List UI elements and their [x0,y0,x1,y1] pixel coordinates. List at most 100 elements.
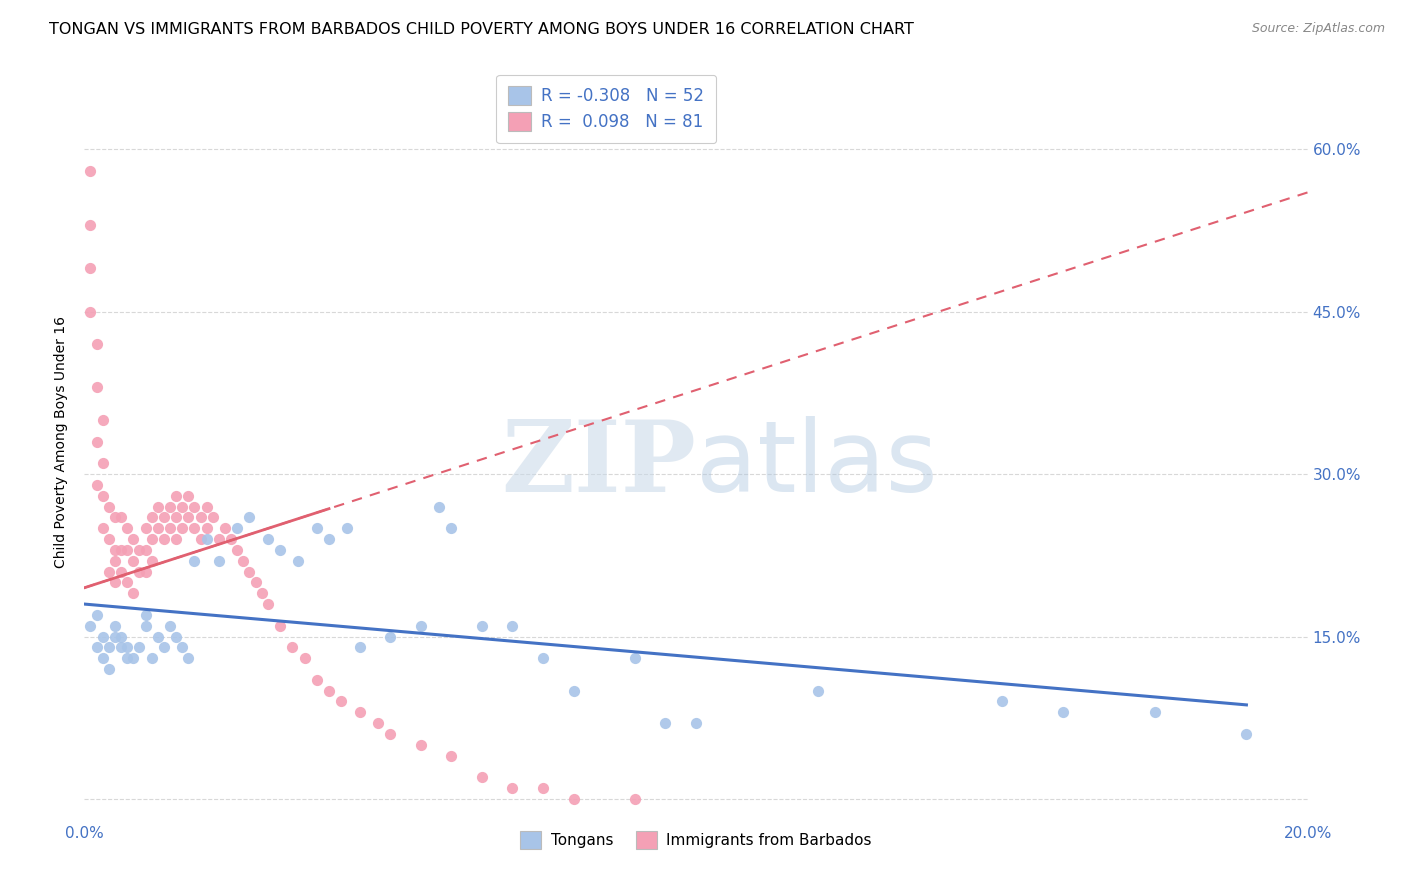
Point [146,630,169,644]
Point [226,542,249,557]
Point [91,489,114,503]
Point [232,554,254,568]
Point [318,683,340,698]
Point [104,630,127,644]
Point [79,304,101,318]
Point [97,532,120,546]
Point [141,554,163,568]
Point [91,456,114,470]
Point [190,510,212,524]
Point [104,542,127,557]
Point [115,651,138,665]
Point [104,510,127,524]
Point [79,163,101,178]
Point [128,565,150,579]
Point [287,554,309,568]
Point [305,521,328,535]
Point [91,521,114,535]
Legend: Tongans, Immigrants from Barbados: Tongans, Immigrants from Barbados [513,825,879,855]
Point [135,565,157,579]
Point [97,640,120,655]
Point [281,640,304,655]
Point [226,521,249,535]
Point [153,510,176,524]
Point [128,640,150,655]
Point [502,618,524,632]
Point [318,532,340,546]
Point [367,716,389,731]
Point [208,532,231,546]
Point [91,651,114,665]
Point [624,792,647,806]
Point [86,434,108,449]
Point [183,554,205,568]
Point [115,575,138,590]
Point [245,575,267,590]
Point [214,521,236,535]
Point [104,575,127,590]
Point [165,532,187,546]
Point [141,510,163,524]
Point [115,542,138,557]
Point [97,500,120,514]
Point [201,510,224,524]
Point [153,640,176,655]
Point [165,510,187,524]
Point [122,586,145,600]
Point [562,792,585,806]
Point [294,651,316,665]
Point [305,673,328,687]
Point [153,532,176,546]
Point [146,521,169,535]
Point [128,542,150,557]
Point [177,510,200,524]
Point [110,510,132,524]
Point [172,640,194,655]
Point [159,500,181,514]
Text: TONGAN VS IMMIGRANTS FROM BARBADOS CHILD POVERTY AMONG BOYS UNDER 16 CORRELATION: TONGAN VS IMMIGRANTS FROM BARBADOS CHILD… [49,22,914,37]
Point [177,651,200,665]
Point [219,532,242,546]
Point [110,565,132,579]
Point [380,727,402,741]
Point [531,651,554,665]
Point [349,640,371,655]
Point [257,532,280,546]
Point [250,586,273,600]
Point [183,521,205,535]
Point [238,510,260,524]
Point [135,618,157,632]
Point [97,662,120,676]
Point [122,532,145,546]
Point [110,542,132,557]
Point [471,618,494,632]
Point [349,706,371,720]
Point [1052,706,1074,720]
Point [427,500,450,514]
Point [330,694,353,708]
Point [183,500,205,514]
Point [440,521,463,535]
Point [654,716,676,731]
Point [177,489,200,503]
Point [257,597,280,611]
Point [146,500,169,514]
Point [135,607,157,622]
Y-axis label: Child Poverty Among Boys Under 16: Child Poverty Among Boys Under 16 [55,316,69,567]
Point [159,618,181,632]
Point [79,218,101,232]
Point [562,683,585,698]
Point [115,521,138,535]
Text: atlas: atlas [696,416,938,513]
Point [624,651,647,665]
Point [79,261,101,276]
Point [172,500,194,514]
Point [336,521,359,535]
Point [440,748,463,763]
Point [991,694,1014,708]
Point [380,630,402,644]
Point [97,565,120,579]
Point [165,630,187,644]
Point [1236,727,1258,741]
Point [141,651,163,665]
